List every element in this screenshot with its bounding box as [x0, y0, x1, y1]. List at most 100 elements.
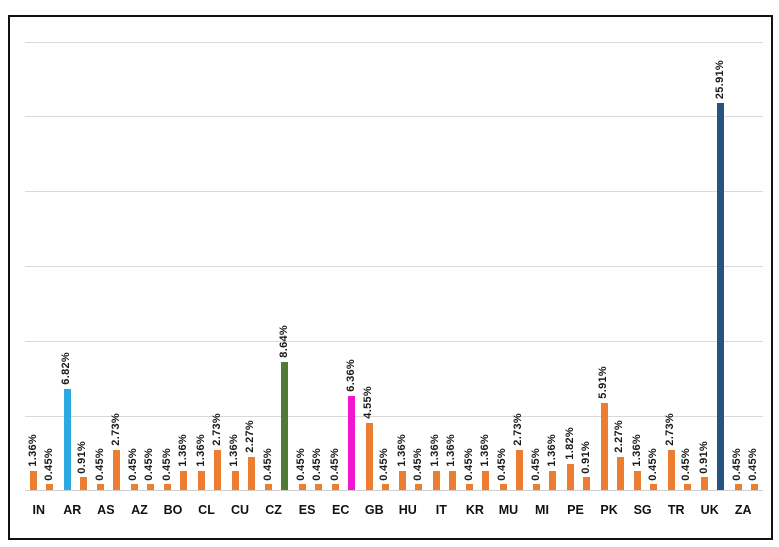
bar-group-IN: 1.36% 0.45% — [25, 42, 59, 491]
bar-value-label: 0.91% — [579, 440, 592, 474]
bar-value-label: 0.45% — [411, 447, 424, 481]
bar-value-label: 0.45% — [680, 447, 693, 481]
bar-AR-2: 0.91% — [76, 441, 88, 491]
category-label-AR: AR — [63, 503, 82, 517]
bar-group-EC: 0.45% 6.36% — [327, 42, 361, 491]
category-label-MI: MI — [535, 503, 549, 517]
bar-value-label: 2.73% — [109, 413, 122, 447]
bar-value-label: 0.45% — [42, 447, 55, 481]
bar-HU-1: 1.36% — [396, 434, 408, 491]
bar-value-label: 0.45% — [311, 447, 324, 481]
bar-value-label: 1.36% — [228, 433, 241, 467]
bar-IT-1: 1.36% — [429, 434, 441, 491]
bar-group-PE: 1.82% 0.91% — [562, 42, 596, 491]
category-label-BO: BO — [163, 503, 183, 517]
bar-group-CL: 1.36% 2.73% — [193, 42, 227, 491]
bar-value-label: 0.45% — [496, 447, 509, 481]
bar-GB-2: 0.45% — [378, 448, 390, 491]
bar-value-label: 0.45% — [143, 447, 156, 481]
bar-group-HU: 1.36% 0.45% — [394, 42, 428, 491]
bar-value-label: 0.45% — [529, 447, 542, 481]
bar-group-AR: 6.82% 0.91% — [59, 42, 93, 491]
bar-UK-2: 25.91% — [714, 60, 726, 491]
bar-value-label: 0.45% — [747, 447, 760, 481]
category-label-UK: UK — [700, 503, 719, 517]
category-label-CZ: CZ — [265, 503, 282, 517]
bar-TR-2: 0.45% — [680, 448, 692, 491]
bar-value-label: 1.36% — [478, 433, 491, 467]
bar-value-label: 0.45% — [127, 447, 140, 481]
category-label-GB: GB — [364, 503, 384, 517]
bar-KR-2: 1.36% — [479, 434, 491, 491]
bar-CZ-1: 0.45% — [262, 448, 274, 491]
category-axis: IN AR AS AZ BO CL CU CZ ES EC GB HU IT KR MU MI PE PK SG TR… — [25, 503, 763, 517]
category-label-SG: SG — [633, 503, 652, 517]
bar-AS-1: 0.45% — [94, 448, 106, 491]
bar-value-label: 6.36% — [344, 359, 357, 392]
category-label-PK: PK — [600, 503, 618, 517]
bar-PK-1: 5.91% — [597, 366, 609, 491]
bar-CL-2: 2.73% — [211, 413, 223, 491]
plot-area: 1.36% 0.45% 6.82% 0.91% 0.45% 2.73% 0.45% 0.45%… — [25, 41, 763, 491]
bar-value-label: 0.91% — [76, 440, 89, 474]
bar-value-label: 25.91% — [713, 60, 726, 100]
bar-ZA-2: 0.45% — [747, 448, 759, 491]
bar-AZ-2: 0.45% — [143, 448, 155, 491]
bar-EC-1: 0.45% — [329, 448, 341, 491]
bar-value-label: 1.36% — [176, 433, 189, 467]
bar-AZ-1: 0.45% — [127, 448, 139, 491]
bar-value-label: 1.36% — [395, 433, 408, 467]
bar-value-label: 0.45% — [93, 447, 106, 481]
bar-group-BO: 0.45% 1.36% — [159, 42, 193, 491]
bar-value-label: 0.91% — [697, 440, 710, 474]
bar-MU-1: 0.45% — [496, 448, 508, 491]
bar-group-KR: 0.45% 1.36% — [461, 42, 495, 491]
bar-CU-1: 1.36% — [228, 434, 240, 491]
category-label-TR: TR — [667, 503, 685, 517]
bar-SG-1: 1.36% — [631, 434, 643, 491]
bar-PE-1: 1.82% — [564, 427, 576, 491]
bar-AR-1: 6.82% — [60, 352, 72, 491]
bar-group-MU: 0.45% 2.73% — [495, 42, 529, 491]
bar-value-label: 1.36% — [545, 433, 558, 467]
category-label-ZA: ZA — [734, 503, 752, 517]
bar-value-label: 1.36% — [630, 433, 643, 467]
bar-PE-2: 0.91% — [580, 441, 592, 491]
bar-group-MI: 0.45% 1.36% — [528, 42, 562, 491]
bar-value-label: 1.36% — [445, 433, 458, 467]
category-label-IN: IN — [32, 503, 46, 517]
bar-value-label: 0.45% — [328, 447, 341, 481]
bar-value-label: 1.36% — [429, 433, 442, 467]
bar-AS-2: 2.73% — [110, 413, 122, 491]
bar-value-label: 0.45% — [378, 447, 391, 481]
bar-value-label: 0.45% — [646, 447, 659, 481]
category-label-HU: HU — [398, 503, 417, 517]
bar-value-label: 1.82% — [563, 427, 576, 460]
bar-value-label: 0.45% — [295, 447, 308, 481]
bar-group-GB: 4.55% 0.45% — [360, 42, 394, 491]
bar-SG-2: 0.45% — [647, 448, 659, 491]
category-label-AS: AS — [97, 503, 115, 517]
bar-group-IT: 1.36% 1.36% — [428, 42, 462, 491]
bar-ZA-1: 0.45% — [731, 448, 743, 491]
category-label-CL: CL — [198, 503, 215, 517]
bar-group-PK: 5.91% 2.27% — [595, 42, 629, 491]
bar-value-label: 0.45% — [261, 447, 274, 481]
bar-CZ-2: 8.64% — [278, 325, 290, 491]
bar-group-ZA: 0.45% 0.45% — [729, 42, 763, 491]
category-label-PE: PE — [567, 503, 584, 517]
bar-MI-1: 0.45% — [530, 448, 542, 491]
bar-BO-2: 1.36% — [177, 434, 189, 491]
bar-group-UK: 0.91% 25.91% — [696, 42, 730, 491]
bar-value-label: 8.64% — [277, 325, 290, 358]
category-label-IT: IT — [435, 503, 447, 517]
bar-value-label: 4.55% — [362, 386, 375, 419]
bar-IN-2: 0.45% — [43, 448, 55, 491]
bar-value-label: 2.27% — [613, 420, 626, 453]
bar-value-label: 1.36% — [26, 433, 39, 467]
bar-value-label: 2.27% — [244, 420, 257, 453]
bar-group-AS: 0.45% 2.73% — [92, 42, 126, 491]
gridlines — [25, 41, 763, 491]
bar-CU-2: 2.27% — [244, 420, 256, 491]
bar-group-CU: 1.36% 2.27% — [226, 42, 260, 491]
